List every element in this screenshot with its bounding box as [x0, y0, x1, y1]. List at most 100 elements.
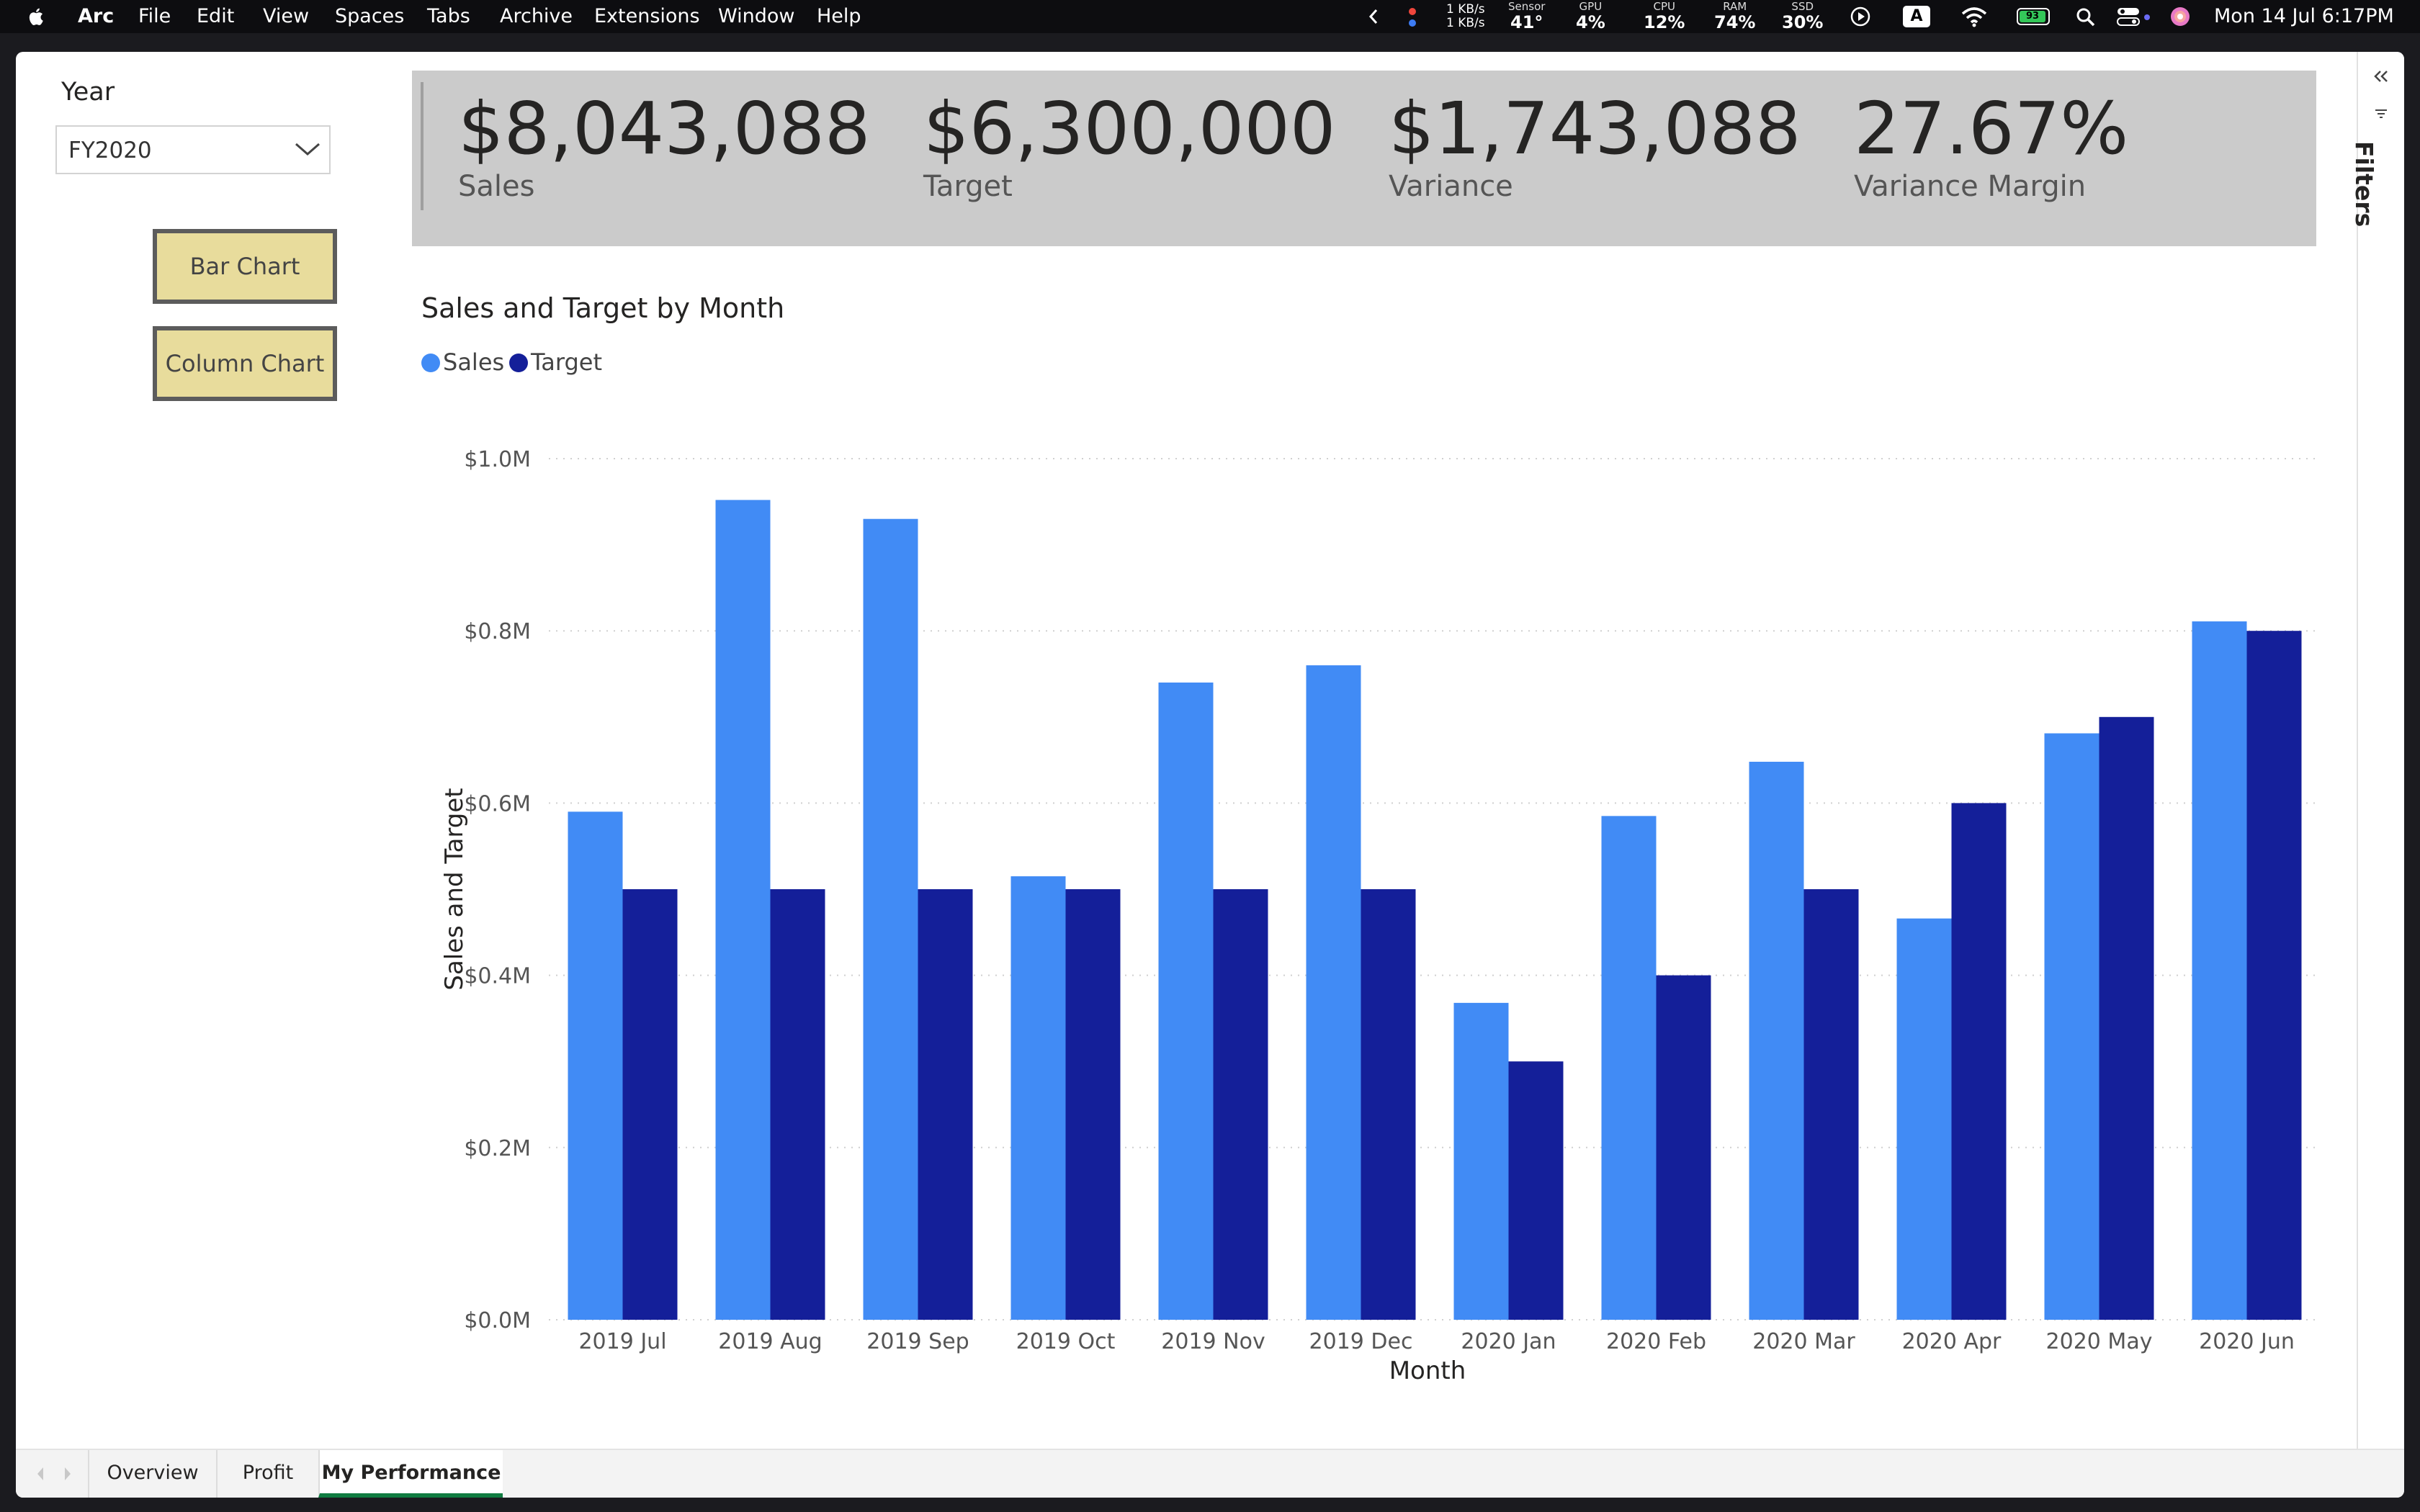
x-tick-label: 2020 Jun — [2199, 1329, 2295, 1354]
menu-extensions[interactable]: Extensions — [594, 5, 700, 27]
menu-help[interactable]: Help — [817, 5, 861, 27]
x-tick-label: 2019 Sep — [866, 1329, 969, 1354]
gpu-stat[interactable]: GPU 4% — [1576, 0, 1605, 32]
menu-app-name[interactable]: Arc — [78, 5, 115, 27]
control-center-icon[interactable] — [2116, 6, 2141, 27]
search-icon[interactable] — [2076, 7, 2096, 27]
y-tick-label: $0.6M — [464, 791, 531, 816]
network-up: 1 KB/s — [1446, 2, 1485, 17]
menu-bar: Arc File Edit View Spaces Tabs Archive E… — [0, 0, 2420, 33]
menu-spaces[interactable]: Spaces — [335, 5, 405, 27]
bar-target — [1656, 975, 1711, 1320]
bar-target — [770, 889, 825, 1320]
siri-icon[interactable] — [2169, 6, 2191, 27]
bar-sales — [1601, 816, 1657, 1320]
bar-sales — [2192, 621, 2247, 1320]
menu-edit[interactable]: Edit — [197, 5, 235, 27]
bar-sales — [2044, 733, 2099, 1320]
y-tick-label: $0.4M — [464, 964, 531, 989]
sensor-stat[interactable]: Sensor 41° — [1508, 0, 1546, 32]
tab-scroll-left-icon[interactable] — [33, 1464, 48, 1483]
bar-sales — [863, 518, 918, 1320]
menu-archive[interactable]: Archive — [500, 5, 573, 27]
filters-pane[interactable] — [2357, 52, 2404, 1449]
bar-target — [1213, 889, 1268, 1320]
kpi-variance: $1,743,088 Variance — [1389, 86, 1801, 204]
chart-title: Sales and Target by Month — [421, 292, 785, 324]
ssd-label: SSD — [1791, 0, 1814, 13]
x-tick-label: 2020 Apr — [1902, 1329, 2002, 1354]
x-tick-label: 2019 Nov — [1161, 1329, 1265, 1354]
kpi-variance-margin: 27.67% Variance Margin — [1854, 89, 2128, 204]
tab-my-performance[interactable]: My Performance — [318, 1450, 503, 1498]
chevron-down-icon — [295, 143, 320, 156]
menu-tabs[interactable]: Tabs — [427, 5, 470, 27]
filter-icon — [2375, 109, 2387, 118]
legend-item-sales[interactable]: Sales — [421, 348, 504, 376]
legend-label-sales: Sales — [443, 348, 505, 376]
menu-file[interactable]: File — [138, 5, 171, 27]
ssd-value: 30% — [1782, 12, 1824, 32]
year-dropdown[interactable]: FY2020 — [55, 125, 331, 174]
report-window: Year FY2020 Bar Chart Column Chart $8,04… — [16, 52, 2404, 1498]
bar-target — [2246, 631, 2302, 1320]
network-speed[interactable]: 1 KB/s 1 KB/s — [1446, 3, 1485, 30]
legend-dot-sales — [421, 354, 440, 372]
kpi-variance-label: Variance — [1389, 170, 1513, 203]
year-dropdown-value: FY2020 — [68, 138, 152, 163]
play-circle-icon[interactable] — [1850, 6, 1871, 27]
kpi-sales: $8,043,088 Sales — [458, 89, 871, 204]
sales-target-column-chart[interactable]: $0.0M $0.2M $0.4M $0.6M $0.8M $1.0M 2019 Jul 20… — [405, 390, 2335, 1413]
x-tick-label: 2019 Jul — [578, 1329, 666, 1354]
cpu-stat[interactable]: CPU 12% — [1644, 0, 1685, 32]
column-chart-button[interactable]: Column Chart — [153, 326, 337, 401]
x-tick-label: 2020 Jan — [1461, 1329, 1556, 1354]
bar-chart-button[interactable]: Bar Chart — [153, 229, 337, 304]
bar-sales — [1896, 918, 1952, 1320]
bar-sales — [1010, 876, 1066, 1320]
page-tabs-bar: Overview Profit My Performance — [16, 1449, 2404, 1498]
gpu-label: GPU — [1579, 0, 1603, 13]
cpu-label: CPU — [1653, 0, 1675, 13]
chevron-left-icon[interactable] — [1367, 8, 1380, 25]
bar-target — [1361, 889, 1416, 1320]
bar-target — [1951, 803, 2007, 1320]
bar-target — [2099, 716, 2154, 1320]
y-axis-title: Sales and Target — [440, 788, 469, 990]
menu-window[interactable]: Window — [718, 5, 795, 27]
legend-item-target[interactable]: Target — [509, 348, 602, 376]
bar-target — [918, 889, 973, 1320]
battery-icon[interactable]: 93 — [2017, 8, 2050, 25]
ram-stat[interactable]: RAM 74% — [1714, 0, 1755, 32]
cpu-value: 12% — [1644, 12, 1685, 32]
bar-sales — [1306, 665, 1361, 1320]
sensor-label: Sensor — [1508, 0, 1546, 13]
ram-label: RAM — [1723, 0, 1747, 13]
filters-pane-label[interactable]: Filters — [2350, 141, 2378, 228]
bar-target — [1508, 1061, 1564, 1320]
gpu-value: 4% — [1576, 12, 1605, 32]
collapse-left-icon[interactable] — [2372, 69, 2390, 84]
x-tick-label: 2020 Feb — [1606, 1329, 1706, 1354]
input-source-icon[interactable]: A — [1903, 6, 1930, 27]
tab-scroll-right-icon[interactable] — [60, 1464, 75, 1483]
kpi-variance-value: $1,743,088 — [1389, 86, 1801, 171]
bar-sales — [568, 811, 623, 1320]
tab-overview[interactable]: Overview — [88, 1450, 216, 1498]
y-tick-label: $1.0M — [464, 447, 531, 472]
ssd-stat[interactable]: SSD 30% — [1782, 0, 1824, 32]
apple-icon[interactable] — [26, 6, 48, 27]
bar-sales — [1453, 1002, 1509, 1320]
kpi-divider — [421, 82, 424, 210]
tab-profit[interactable]: Profit — [216, 1450, 318, 1498]
bar-target — [1065, 889, 1121, 1320]
clock[interactable]: Mon 14 Jul 6:17PM — [2214, 5, 2394, 27]
legend-label-target: Target — [531, 348, 602, 376]
x-tick-label: 2020 May — [2046, 1329, 2153, 1354]
menu-view[interactable]: View — [263, 5, 310, 27]
kpi-target-value: $6,300,000 — [923, 86, 1336, 171]
wifi-icon[interactable] — [1960, 6, 1988, 27]
recording-dots-icon[interactable] — [1407, 6, 1417, 29]
x-axis-title: Month — [1389, 1356, 1466, 1385]
bar-sales — [1158, 682, 1214, 1320]
